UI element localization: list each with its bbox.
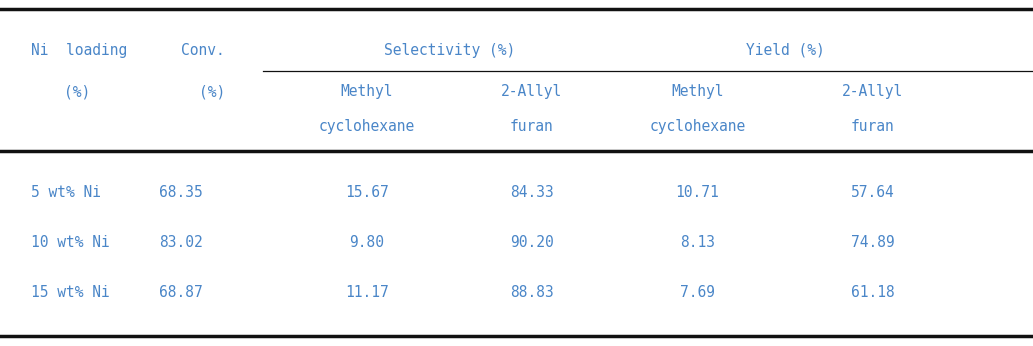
Text: Yield (%): Yield (%) [746, 43, 824, 58]
Text: 68.35: 68.35 [159, 184, 202, 200]
Text: cyclohexane: cyclohexane [318, 119, 415, 134]
Text: 57.64: 57.64 [851, 184, 895, 200]
Text: 15 wt% Ni: 15 wt% Ni [31, 285, 109, 300]
Text: cyclohexane: cyclohexane [649, 119, 746, 134]
Text: furan: furan [851, 119, 895, 134]
Text: Methyl: Methyl [671, 84, 723, 99]
Text: 83.02: 83.02 [159, 235, 202, 250]
Text: (%): (%) [198, 84, 225, 99]
Text: 61.18: 61.18 [851, 285, 895, 300]
Text: 11.17: 11.17 [345, 285, 388, 300]
Text: 8.13: 8.13 [680, 235, 715, 250]
Text: Conv.: Conv. [181, 43, 224, 58]
Text: 90.20: 90.20 [510, 235, 554, 250]
Text: 74.89: 74.89 [851, 235, 895, 250]
Text: furan: furan [510, 119, 554, 134]
Text: 7.69: 7.69 [680, 285, 715, 300]
Text: 2-Allyl: 2-Allyl [501, 84, 563, 99]
Text: 10.71: 10.71 [676, 184, 719, 200]
Text: (%): (%) [64, 84, 91, 99]
Text: 9.80: 9.80 [349, 235, 384, 250]
Text: 15.67: 15.67 [345, 184, 388, 200]
Text: 5 wt% Ni: 5 wt% Ni [31, 184, 101, 200]
Text: Selectivity (%): Selectivity (%) [383, 43, 515, 58]
Text: Ni  loading: Ni loading [31, 43, 127, 58]
Text: 88.83: 88.83 [510, 285, 554, 300]
Text: 68.87: 68.87 [159, 285, 202, 300]
Text: 84.33: 84.33 [510, 184, 554, 200]
Text: 2-Allyl: 2-Allyl [842, 84, 904, 99]
Text: 10 wt% Ni: 10 wt% Ni [31, 235, 109, 250]
Text: Methyl: Methyl [341, 84, 393, 99]
